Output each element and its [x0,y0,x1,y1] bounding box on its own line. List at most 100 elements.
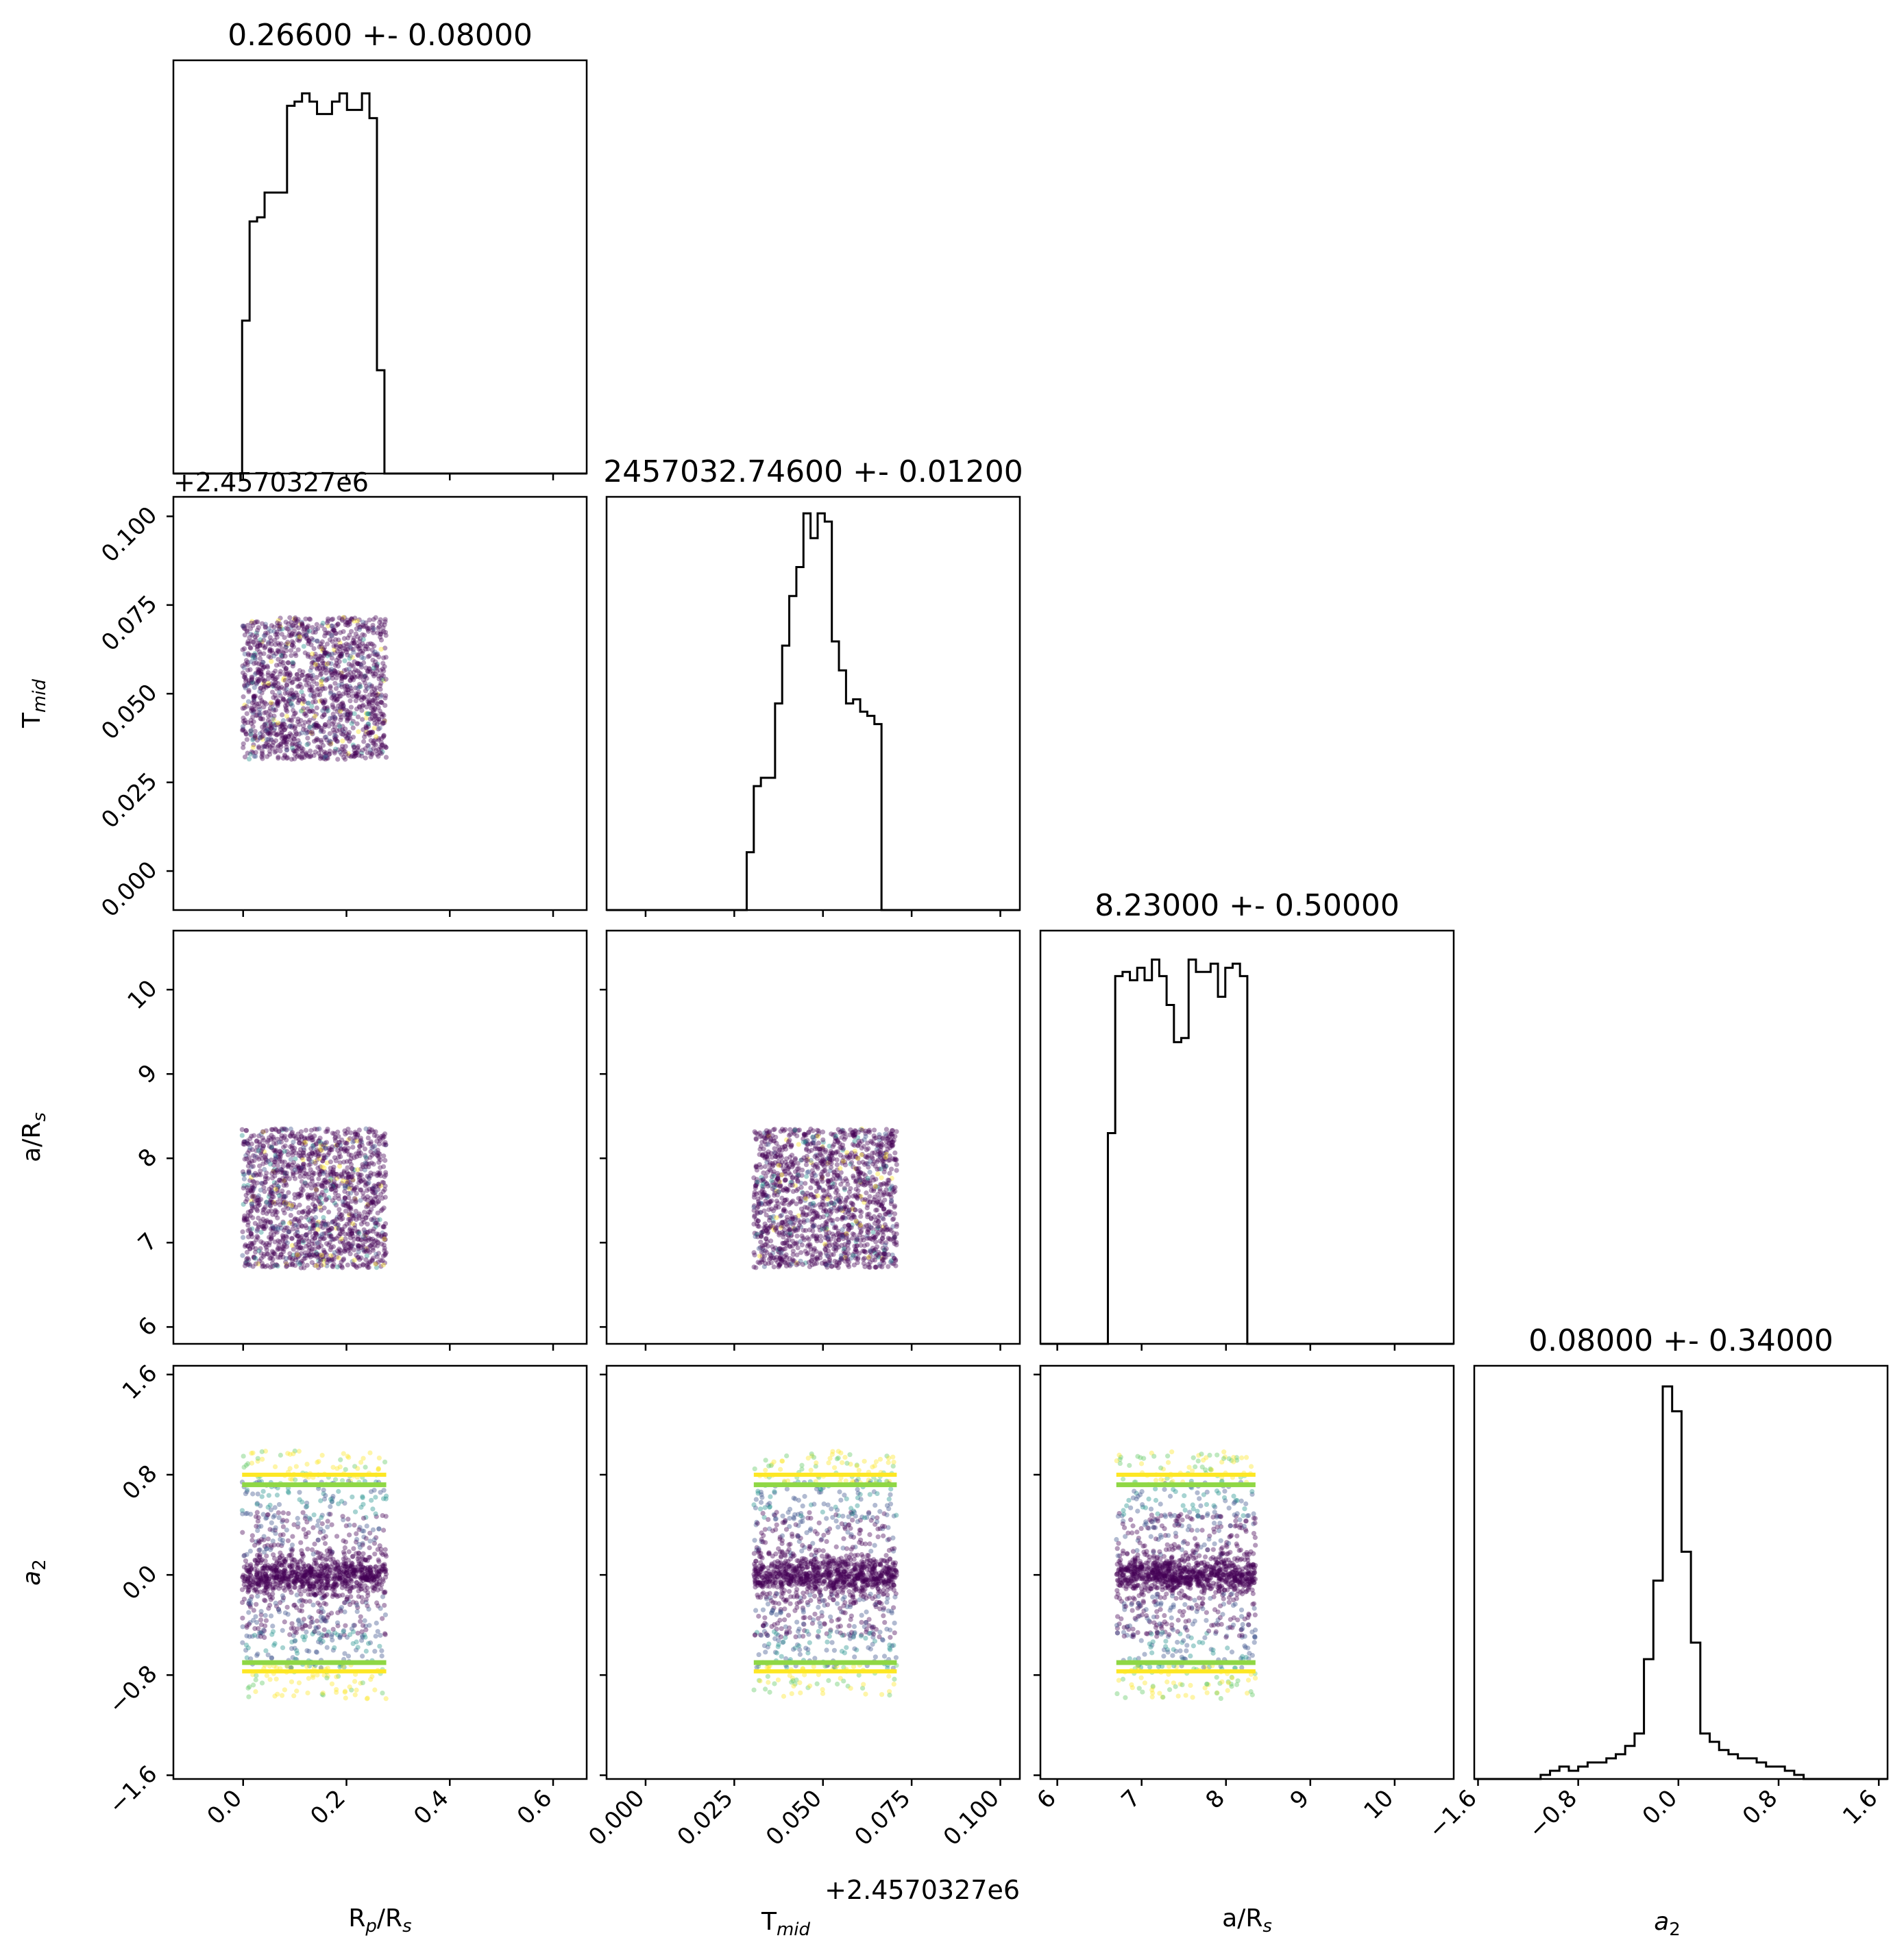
scatter-point [859,1228,864,1234]
scatter-point [365,1248,371,1253]
scatter-point [371,1151,377,1156]
scatter-point [356,729,361,735]
scatter-point [329,667,334,672]
scatter-point [352,711,357,717]
scatter-point [265,1158,271,1164]
scatter-point [361,677,366,683]
scatter-point [348,1182,354,1188]
scatter-point [247,1208,254,1214]
scatter-point [291,1693,297,1699]
scatter-point [317,692,323,698]
scatter-point [293,731,300,737]
scatter-point [790,1243,795,1249]
scatter-point [278,669,284,674]
scatter-point [774,1215,779,1220]
scatter-point [871,1133,877,1139]
scatter-point [799,1242,805,1248]
scatter-point [828,1211,833,1216]
scatter-point [334,623,339,628]
scatter-point [798,1196,803,1201]
scatter-point [891,1236,896,1242]
scatter-point [354,721,360,726]
scatter-point [280,1244,286,1250]
scatter-point [260,756,265,761]
scatter-point [852,1138,857,1144]
scatter-point [755,1223,761,1229]
scatter-point [267,635,273,640]
scatter-point [801,1190,806,1196]
scatter-point [328,1247,333,1253]
scatter-point [263,1153,269,1158]
scatter-point [842,1162,849,1168]
scatter-point [373,615,378,620]
scatter-point [259,698,265,704]
scatter-point [352,1257,357,1263]
scatter-point [288,1212,293,1218]
scatter-point [770,1186,775,1192]
scatter-point [304,1262,310,1268]
scatter-point [340,700,345,706]
scatter-point [891,1138,896,1143]
scatter-point [252,728,258,734]
scatter-point [306,616,312,622]
scatter-point [352,1522,357,1528]
scatter-point [357,646,363,651]
scatter-point [317,1140,323,1145]
scatter-point [344,1130,350,1136]
scatter-point [872,1164,878,1169]
scatter-point [768,1168,774,1173]
scatter-point [313,713,318,719]
scatter-point [343,726,348,732]
scatter-point [274,1168,280,1173]
scatter-point [337,694,342,699]
scatter-point [878,1199,883,1205]
scatter-point [301,697,306,702]
scatter-point [883,1187,889,1192]
scatter-point [240,647,245,652]
scatter-point [853,1207,858,1213]
scatter-point [783,1263,790,1269]
scatter-point [824,1202,829,1207]
scatter-point [290,1152,295,1158]
scatter-point [363,715,369,721]
scatter-point [810,1216,816,1222]
scatter-point [331,1257,337,1262]
scatter-point [291,736,297,741]
scatter-point [875,1219,881,1225]
scatter-ars-vs-rp [239,1126,389,1271]
scatter-point [886,1264,891,1269]
scatter-point [276,754,281,760]
scatter-point [289,701,294,707]
scatter-point [352,1225,358,1231]
scatter-point [282,691,288,696]
scatter-point [752,1252,757,1257]
scatter-point [265,680,271,686]
scatter-point [348,628,354,635]
scatter-point [342,757,348,762]
scatter-point [343,744,348,749]
scatter-point [331,628,337,633]
scatter-point [307,617,313,622]
scatter-point [334,728,340,734]
scatter-point [282,1159,287,1165]
scatter-point [328,1504,333,1510]
scatter-point [258,652,263,657]
scatter-point [377,1643,382,1649]
scatter-point [376,717,382,722]
scatter-point [255,619,260,625]
scatter-point [356,689,362,695]
scatter-point [368,754,374,760]
scatter-point [755,1234,761,1240]
scatter-point [790,1189,796,1194]
scatter-point [313,722,319,728]
scatter-point [755,1210,760,1216]
scatter-point [274,1180,280,1186]
scatter-point [350,637,356,643]
scatter-point [310,731,315,737]
scatter-point [245,660,250,665]
scatter-point [883,1127,890,1132]
scatter-point [341,691,346,697]
scatter-point [285,660,291,665]
scatter-point [818,1204,823,1210]
